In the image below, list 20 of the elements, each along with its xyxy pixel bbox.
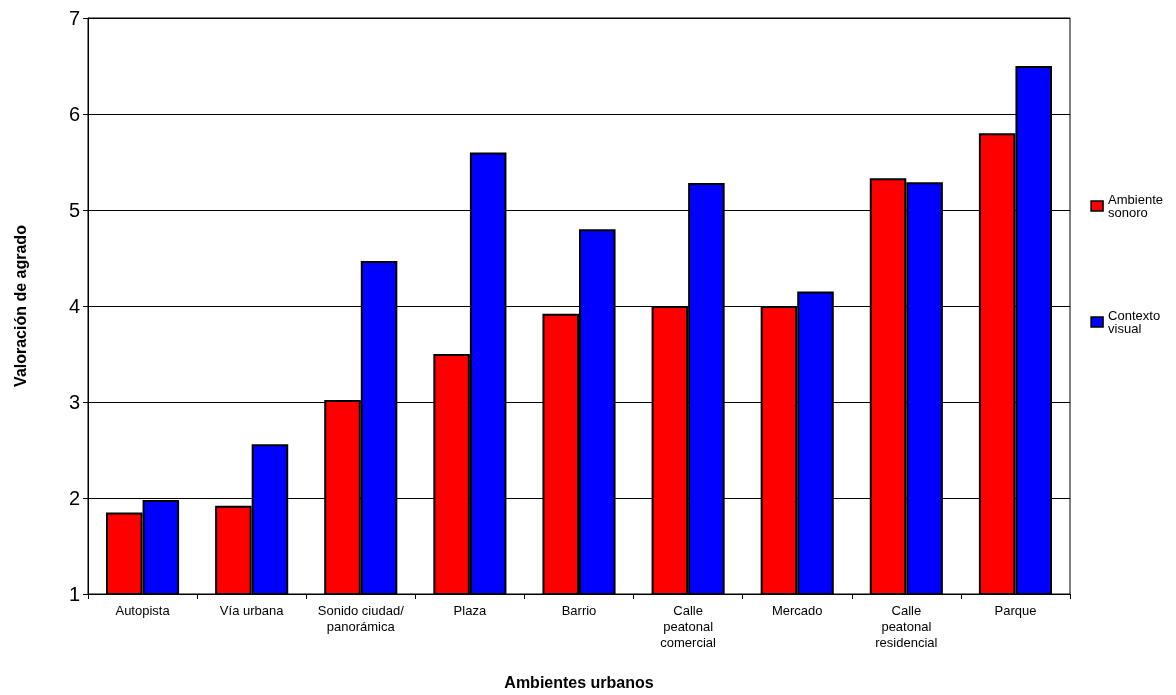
x-tick-label: Barrio [561,602,597,618]
y-tick-label: 6 [68,103,80,125]
x-tick-label: Plaza [453,602,487,618]
legend-label: Ambiente sonoro [1108,192,1163,220]
x-axis-title: Ambientes urbanos [504,673,654,691]
x-tick-label: Mercado [771,602,823,618]
y-tick-label: 2 [68,487,80,509]
x-tick-label: Sonido ciudad/ panorámica [317,602,405,634]
x-tick-label: Calle peatonal comercial [660,602,717,650]
y-axis-title: Valoración de agrado [11,224,29,387]
x-tick-label: Autopista [115,602,171,618]
y-tick-label: 5 [68,199,80,221]
legend-label: Contexto visual [1108,308,1161,336]
y-tick-label: 1 [68,583,80,605]
y-tick-label: 4 [68,295,80,317]
x-tick-label: Parque [994,602,1037,618]
x-tick-label: Vía urbana [219,602,285,618]
y-tick-label: 7 [68,7,80,29]
x-tick-label: Calle peatonal residencial [875,602,938,650]
y-tick-label: 3 [68,391,80,413]
